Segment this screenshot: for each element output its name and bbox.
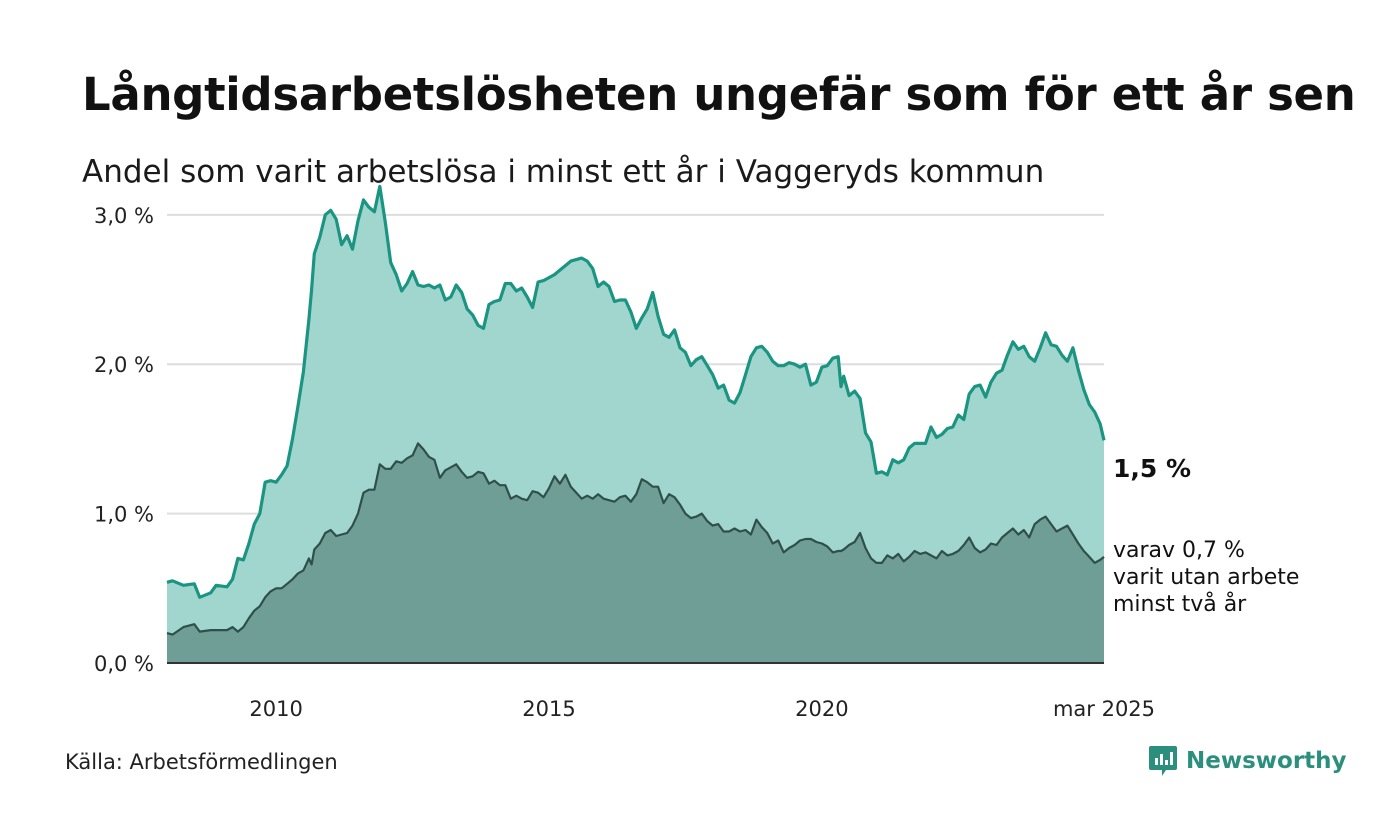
- x-tick-label: 2015: [522, 697, 575, 721]
- brand-name: Newsworthy: [1186, 748, 1347, 774]
- x-tick-label: 2010: [249, 697, 302, 721]
- sub-label-line2: varit utan arbete: [1113, 565, 1299, 590]
- newsworthy-icon: [1149, 746, 1177, 776]
- x-tick-label: mar 2025: [1053, 697, 1155, 721]
- total-line: [166, 184, 1106, 599]
- source-note: Källa: Arbetsförmedlingen: [65, 750, 338, 774]
- y-tick-label: 2,0 %: [94, 353, 154, 377]
- y-tick-label: 0,0 %: [94, 652, 154, 676]
- y-tick-label: 1,0 %: [94, 503, 154, 527]
- long-term-area: [167, 443, 1104, 663]
- last-value-label: 1,5 %: [1113, 454, 1191, 483]
- y-axis-ticks: 0,0 % 1,0 % 2,0 % 3,0 %: [94, 204, 154, 676]
- x-axis-ticks: 2010 2015 2020 mar 2025: [249, 697, 1155, 721]
- x-tick-label: 2020: [795, 697, 848, 721]
- y-tick-label: 3,0 %: [94, 204, 154, 228]
- brand-logo: Newsworthy: [1148, 744, 1347, 778]
- sub-label-line3: minst två år: [1113, 591, 1247, 617]
- sub-label-line1: varav 0,7 %: [1113, 538, 1245, 563]
- long-term-line: [166, 442, 1105, 636]
- chart-title: Långtidsarbetslösheten ungefär som för e…: [82, 68, 1356, 121]
- chart-subtitle: Andel som varit arbetslösa i minst ett å…: [82, 154, 1045, 190]
